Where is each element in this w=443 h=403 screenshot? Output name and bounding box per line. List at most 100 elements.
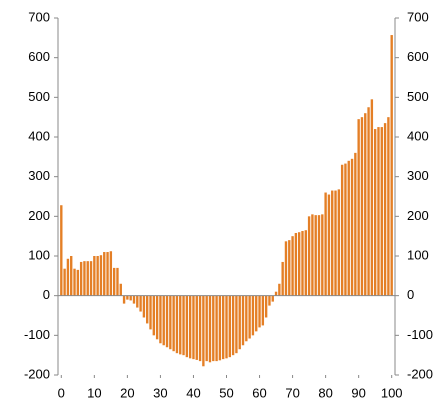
y-tick-label: 600 <box>28 49 50 64</box>
bar <box>274 291 278 296</box>
y-tick-label: 200 <box>28 208 50 223</box>
bar <box>304 230 307 296</box>
bar <box>340 164 344 296</box>
x-tick-label: 30 <box>153 385 167 400</box>
y-tick-label: 100 <box>28 247 50 262</box>
bar <box>367 107 370 296</box>
bar <box>225 295 228 359</box>
y2-tick-label: -200 <box>407 366 433 381</box>
bar <box>291 236 294 296</box>
x-tick-label: 40 <box>186 385 200 400</box>
y2-tick-label: 100 <box>407 247 429 262</box>
bar <box>192 295 195 360</box>
bar <box>205 295 208 362</box>
bar <box>218 295 222 361</box>
y-tick-label: 500 <box>28 89 50 104</box>
bar <box>142 295 146 318</box>
bar <box>248 295 251 339</box>
bar <box>149 295 152 330</box>
bar <box>60 205 63 296</box>
bar <box>99 255 103 296</box>
bar <box>281 261 284 296</box>
bar <box>103 252 106 296</box>
y2-tick-label: -100 <box>407 327 433 342</box>
y-tick-label: 300 <box>28 168 50 183</box>
bar <box>327 194 331 296</box>
bar <box>195 295 198 360</box>
bar <box>390 35 393 296</box>
bar <box>324 192 327 296</box>
bar <box>109 251 113 296</box>
bar <box>370 99 374 296</box>
x-tick-label: 10 <box>87 385 101 400</box>
bar <box>89 261 93 296</box>
y2-tick-label: 200 <box>407 208 429 223</box>
y2-tick-label: 0 <box>407 287 414 302</box>
bar <box>96 256 99 296</box>
bar <box>377 127 380 296</box>
bar <box>231 295 235 356</box>
bar <box>251 295 255 336</box>
bar <box>334 190 337 296</box>
bar <box>258 295 261 328</box>
bar <box>79 261 83 296</box>
y-tick-label: 400 <box>28 128 50 143</box>
bar <box>112 267 116 296</box>
x-tick-label: 50 <box>219 385 233 400</box>
bar <box>165 295 169 348</box>
bar <box>119 283 122 296</box>
bar <box>344 163 347 296</box>
bar <box>294 232 298 296</box>
bar <box>106 252 109 296</box>
bar <box>383 123 387 296</box>
bar <box>198 295 202 362</box>
bar <box>357 119 360 296</box>
x-tick-label: 20 <box>120 385 134 400</box>
bar <box>146 295 149 324</box>
bar <box>66 258 70 296</box>
y-tick-label: -100 <box>24 327 50 342</box>
bar <box>215 295 218 362</box>
bar <box>212 295 215 362</box>
bar <box>364 113 367 296</box>
bar <box>271 295 274 302</box>
bar <box>278 283 281 296</box>
bar <box>152 295 156 336</box>
y2-tick-label: 300 <box>407 168 429 183</box>
bar <box>159 295 162 344</box>
bar <box>76 269 80 296</box>
y2-tick-label: 700 <box>407 9 429 24</box>
y-tick-label: 0 <box>43 287 50 302</box>
bar <box>139 295 142 312</box>
bar <box>331 190 334 296</box>
x-tick-label: 80 <box>318 385 332 400</box>
bar <box>321 214 324 296</box>
bar <box>182 295 185 356</box>
bar <box>179 295 182 355</box>
bar <box>261 295 265 326</box>
bar <box>297 232 301 296</box>
bar <box>264 295 268 318</box>
x-tick-label: 60 <box>252 385 266 400</box>
bar <box>288 240 291 296</box>
bar <box>132 295 136 304</box>
y2-tick-label: 500 <box>407 89 429 104</box>
bar <box>241 295 245 346</box>
bar <box>169 295 172 350</box>
bar <box>387 117 390 296</box>
bar <box>373 129 377 296</box>
bar <box>136 295 139 308</box>
x-tick-label: 70 <box>285 385 299 400</box>
bar <box>317 215 321 296</box>
bar <box>126 295 129 300</box>
bar <box>155 295 159 340</box>
y-tick-label: -200 <box>24 366 50 381</box>
bar <box>83 261 86 296</box>
bar <box>268 295 271 306</box>
bar <box>301 231 304 296</box>
bar <box>122 295 126 304</box>
bar <box>129 295 132 301</box>
bar <box>314 215 317 296</box>
bar <box>347 160 350 296</box>
y2-tick-label: 400 <box>407 128 429 143</box>
